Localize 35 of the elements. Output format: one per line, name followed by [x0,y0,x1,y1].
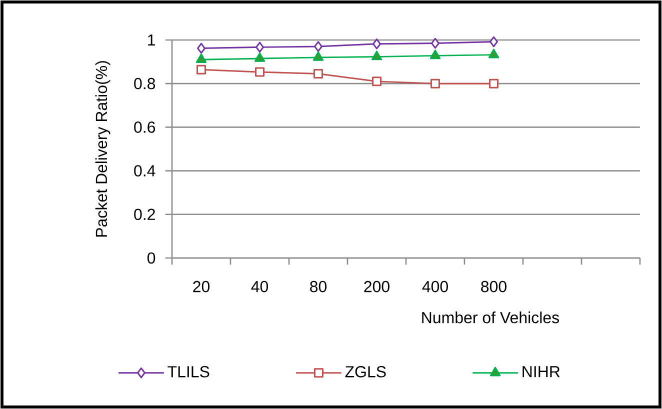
point [431,38,440,49]
y-tick-label: 0 [147,252,156,264]
point [489,78,498,88]
point [254,52,266,62]
x-tick-label: 200 [364,280,390,292]
x-tick-label: 80 [310,280,327,292]
y-axis-title: Packet Delivery Ratio(%) [95,61,110,237]
legend-label: TLILS [168,366,210,378]
point [196,64,206,74]
point [314,69,323,79]
y-tick-label: 0.2 [134,208,155,220]
point [372,76,382,86]
point [430,78,440,88]
y-tick-label: 0.6 [134,122,156,133]
point [197,42,206,54]
y-tick-label: 0.8 [134,78,156,90]
point [196,54,207,64]
y-tick-label: 1 [148,34,155,46]
x-tick-label: 400 [422,280,448,292]
point [488,48,500,58]
x-axis-title: Number of Vehicles [422,312,559,324]
y-tick-label: 0.4 [134,165,156,176]
point [372,38,381,50]
point [314,41,322,52]
legend-label: ZGLS [345,366,386,378]
legend-label: NIHR [522,366,560,378]
point [490,36,498,48]
point [312,51,324,61]
point [430,50,441,60]
point [371,50,382,60]
point [255,67,264,77]
point [256,42,264,53]
x-tick-label: 40 [251,280,268,292]
x-tick-label: 20 [193,280,210,292]
x-tick-label: 800 [481,280,506,292]
